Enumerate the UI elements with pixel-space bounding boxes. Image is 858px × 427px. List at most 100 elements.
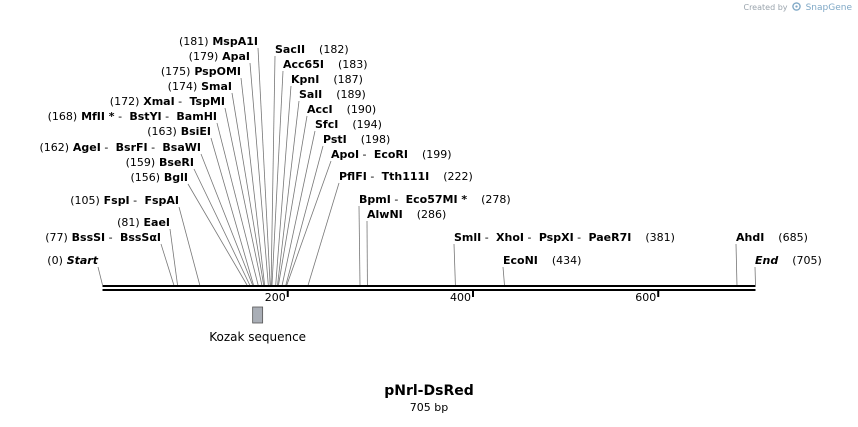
enzyme-name: KpnI (291, 73, 319, 86)
separator: - (162, 110, 173, 123)
separator: - (115, 110, 126, 123)
separator: - (391, 193, 402, 206)
separator: - (148, 141, 159, 154)
enzyme-name: PspOMI (190, 65, 241, 78)
site-label: EcoNI (434) (503, 254, 581, 267)
site-position: (194) (338, 118, 382, 131)
enzyme-name: AgeI (69, 141, 101, 154)
site-label: ApoI - EcoRI (199) (331, 148, 452, 161)
site-position: (175) (161, 65, 191, 78)
site-position: (434) (538, 254, 582, 267)
site-leader-line (217, 123, 258, 285)
separator: - (367, 170, 378, 183)
enzyme-name: End (755, 254, 778, 267)
site-leader-line (161, 244, 174, 285)
site-label: (159) BseRI (126, 156, 194, 169)
site-leader-line (211, 138, 253, 285)
enzyme-name: Start (63, 254, 99, 267)
site-position: (81) (117, 216, 140, 229)
site-leader-line (454, 244, 455, 285)
enzyme-name: SmlI (454, 231, 481, 244)
site-position: (199) (408, 148, 452, 161)
site-position: (179) (189, 50, 219, 63)
enzyme-name: BsrFI (112, 141, 148, 154)
site-label: KpnI (187) (291, 73, 363, 86)
feature-label: Kozak sequence (209, 330, 306, 344)
enzyme-name: Acc65I (283, 58, 324, 71)
site-label: PflFI - Tth111I (222) (339, 170, 473, 183)
enzyme-name: BglI (160, 171, 188, 184)
enzyme-name: SacII (275, 43, 305, 56)
site-label: SacII (182) (275, 43, 349, 56)
site-position: (163) (147, 125, 177, 138)
site-leader-line (359, 206, 360, 285)
site-label: Acc65I (183) (283, 58, 368, 71)
site-position: (278) (467, 193, 511, 206)
site-leader-line (503, 267, 504, 285)
enzyme-name: PflFI (339, 170, 367, 183)
enzyme-name: MfII * (77, 110, 115, 123)
site-position: (685) (764, 231, 808, 244)
enzyme-name: AlwNI (367, 208, 403, 221)
site-label: SfcI (194) (315, 118, 382, 131)
site-label: End (705) (755, 254, 822, 267)
site-position: (198) (347, 133, 391, 146)
enzyme-name: SalI (299, 88, 322, 101)
separator: - (175, 95, 186, 108)
site-position: (189) (322, 88, 366, 101)
site-label: SalI (189) (299, 88, 366, 101)
site-position: (381) (631, 231, 675, 244)
ruler-tick-label: 600 (635, 291, 656, 304)
separator: - (481, 231, 492, 244)
snapgene-logo-icon (792, 2, 801, 11)
map-title: pNrl-DsRed (0, 383, 858, 399)
site-position: (162) (39, 141, 69, 154)
site-position: (159) (126, 156, 156, 169)
site-label: (163) BsiEI (147, 125, 211, 138)
site-leader-line (232, 93, 264, 285)
enzyme-name: ApoI (331, 148, 359, 161)
enzyme-name: TspMI (186, 95, 225, 108)
site-label: PstI (198) (323, 133, 390, 146)
separator: - (101, 141, 112, 154)
enzyme-name: BsaWI (159, 141, 201, 154)
site-leader-line (287, 161, 331, 285)
credit-text: Created by (743, 3, 787, 12)
site-label: (181) MspA1I (179, 35, 258, 48)
site-leader-line (188, 184, 247, 285)
enzyme-name: BseRI (155, 156, 194, 169)
site-position: (174) (168, 80, 198, 93)
enzyme-name: EaeI (140, 216, 170, 229)
site-position: (181) (179, 35, 209, 48)
site-position: (190) (333, 103, 377, 116)
enzyme-name: PaeR7I (585, 231, 632, 244)
separator: - (524, 231, 535, 244)
enzyme-name: PstI (323, 133, 347, 146)
enzyme-name: AhdI (736, 231, 764, 244)
enzyme-name: MspA1I (209, 35, 258, 48)
enzyme-name: FspI (100, 194, 130, 207)
credit-brand: SnapGene (806, 3, 852, 13)
site-leader-line (736, 244, 737, 285)
site-position: (77) (45, 231, 68, 244)
ruler-tick-label: 400 (450, 291, 471, 304)
enzyme-name: BamHI (173, 110, 217, 123)
enzyme-name: BssSαI (116, 231, 161, 244)
site-leader-line (282, 131, 315, 285)
site-leader-line (179, 207, 200, 285)
site-label: (179) ApaI (189, 50, 250, 63)
site-label: BpmI - Eco57MI * (278) (359, 193, 511, 206)
enzyme-name: AccI (307, 103, 333, 116)
site-position: (0) (47, 254, 63, 267)
enzyme-name: XmaI (139, 95, 174, 108)
site-label: (162) AgeI - BsrFI - BsaWI (39, 141, 201, 154)
enzyme-name: SmaI (197, 80, 232, 93)
site-position: (156) (130, 171, 160, 184)
site-leader-line (308, 183, 339, 285)
enzyme-name: ApaI (218, 50, 250, 63)
site-leader-line (271, 56, 275, 285)
enzyme-name: SfcI (315, 118, 338, 131)
site-leader-line (258, 48, 270, 285)
site-label: AlwNI (286) (367, 208, 446, 221)
